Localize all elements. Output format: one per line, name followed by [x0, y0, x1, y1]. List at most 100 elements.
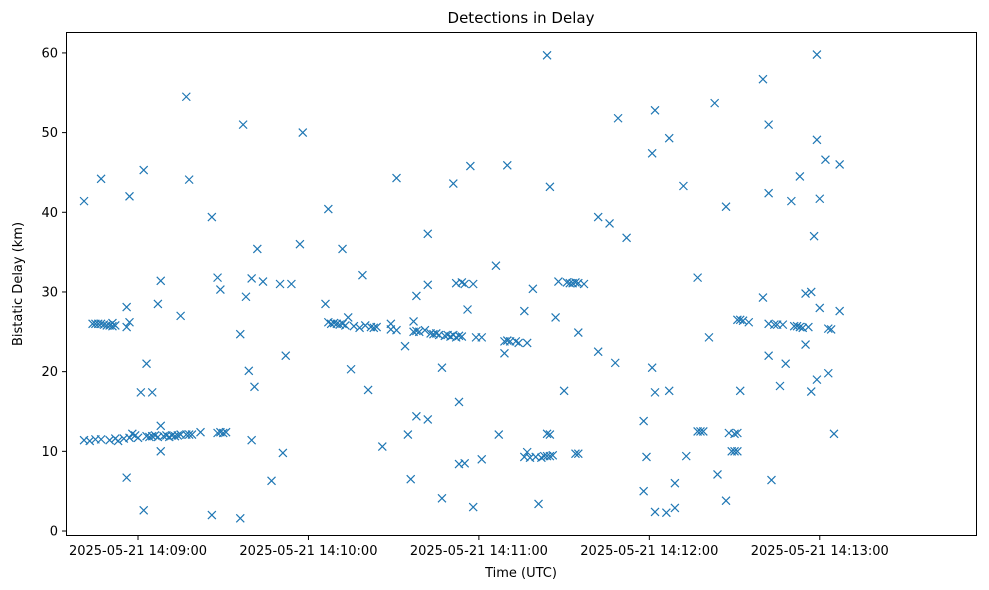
data-point: [150, 430, 160, 440]
data-point: [769, 320, 779, 330]
data-point: [528, 284, 538, 294]
data-point: [542, 50, 552, 60]
data-point: [247, 435, 257, 445]
data-point: [250, 382, 259, 392]
data-point: [213, 273, 222, 283]
data-point: [806, 387, 816, 396]
data-point: [144, 432, 154, 442]
data-point: [698, 426, 708, 436]
y-tick-label: 20: [41, 365, 58, 380]
data-point: [454, 331, 464, 341]
data-point: [278, 448, 288, 458]
data-point: [511, 336, 521, 346]
data-point: [244, 366, 254, 376]
data-point: [519, 306, 529, 316]
data-point: [295, 239, 305, 249]
data-point: [502, 160, 512, 170]
data-point: [713, 470, 722, 479]
data-point: [465, 161, 475, 171]
data-point: [548, 450, 558, 460]
data-point: [122, 322, 132, 332]
y-tick-label: 0: [50, 525, 58, 540]
data-point: [358, 270, 367, 280]
data-point: [153, 299, 163, 309]
data-point: [79, 196, 89, 206]
data-point: [545, 451, 555, 461]
data-point: [812, 135, 822, 145]
data-point: [823, 324, 833, 334]
data-point: [454, 397, 464, 407]
data-point: [826, 324, 836, 334]
data-point: [806, 287, 816, 297]
data-point: [423, 229, 433, 239]
data-point: [275, 279, 285, 289]
data-point: [647, 363, 657, 373]
data-point: [96, 434, 106, 444]
x-axis-label: Time (UTC): [484, 566, 557, 581]
data-point: [710, 98, 720, 108]
data-point: [105, 435, 115, 445]
data-point: [346, 364, 356, 374]
data-point: [812, 50, 822, 59]
data-point: [792, 321, 802, 331]
data-point: [156, 421, 166, 431]
data-point: [113, 436, 123, 446]
data-point: [142, 359, 151, 369]
data-point: [534, 499, 543, 509]
x-tick-label: 2025-05-21 14:12:00: [580, 544, 718, 559]
data-point: [133, 433, 143, 443]
data-point: [184, 430, 194, 440]
data-point: [573, 328, 583, 338]
data-point: [207, 510, 217, 520]
data-point: [258, 277, 268, 287]
data-point: [639, 416, 649, 426]
data-point: [522, 338, 532, 348]
data-point: [122, 473, 132, 483]
data-point: [298, 128, 308, 138]
data-point: [758, 74, 768, 84]
data-point: [463, 305, 472, 314]
data-point: [173, 430, 183, 440]
data-point: [372, 322, 382, 332]
data-point: [764, 120, 774, 130]
data-point: [411, 326, 421, 336]
data-point: [147, 387, 157, 397]
data-point: [108, 321, 117, 331]
x-tick-label: 2025-05-21 14:13:00: [751, 544, 889, 559]
data-point: [500, 348, 509, 358]
data-point: [448, 179, 458, 189]
data-point: [610, 358, 620, 368]
data-point: [477, 332, 487, 342]
data-point: [514, 338, 524, 348]
data-point: [767, 475, 776, 485]
data-point: [647, 148, 657, 158]
data-point: [127, 429, 137, 439]
data-point: [181, 92, 191, 102]
data-point: [803, 322, 813, 332]
data-point: [704, 332, 714, 342]
data-point: [170, 431, 180, 441]
data-point: [468, 502, 478, 512]
y-tick-label: 60: [41, 46, 58, 61]
data-point: [732, 428, 742, 438]
data-point: [406, 474, 416, 484]
data-point: [815, 194, 825, 204]
data-point: [392, 173, 401, 183]
data-point: [730, 429, 739, 439]
data-point: [184, 175, 194, 185]
data-point: [554, 277, 563, 287]
data-point: [650, 387, 660, 397]
data-point: [735, 315, 745, 325]
data-point: [758, 293, 768, 302]
x-tick-label: 2025-05-21 14:11:00: [410, 544, 548, 559]
data-point: [125, 433, 134, 443]
x-tick-label: 2025-05-21 14:10:00: [239, 544, 377, 559]
data-point: [721, 202, 731, 212]
data-point: [809, 231, 819, 241]
data-point: [730, 446, 739, 456]
data-point: [681, 451, 691, 461]
data-point: [781, 359, 791, 369]
data-point: [457, 277, 467, 287]
data-point: [329, 318, 339, 328]
